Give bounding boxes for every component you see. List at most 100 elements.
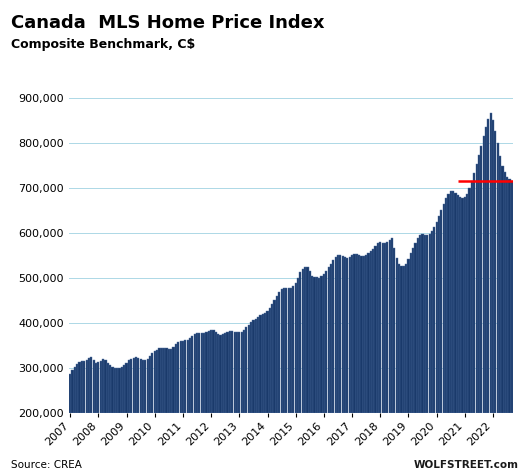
- Bar: [252, 321, 254, 413]
- Bar: [417, 238, 419, 413]
- Bar: [285, 288, 287, 413]
- Bar: [114, 368, 116, 413]
- Bar: [403, 266, 405, 413]
- Bar: [508, 179, 510, 413]
- Bar: [440, 210, 442, 413]
- Bar: [125, 363, 127, 413]
- Bar: [482, 136, 485, 413]
- Bar: [224, 333, 226, 413]
- Bar: [123, 365, 125, 413]
- Bar: [112, 367, 114, 413]
- Bar: [360, 256, 362, 413]
- Bar: [200, 333, 203, 413]
- Bar: [485, 127, 487, 413]
- Text: Source: CREA: Source: CREA: [11, 460, 81, 470]
- Bar: [353, 255, 355, 413]
- Bar: [245, 327, 248, 413]
- Bar: [370, 251, 372, 413]
- Bar: [196, 333, 198, 413]
- Bar: [86, 360, 88, 413]
- Bar: [236, 332, 238, 413]
- Bar: [128, 360, 130, 413]
- Bar: [506, 177, 508, 413]
- Bar: [492, 120, 494, 413]
- Bar: [424, 235, 426, 413]
- Bar: [90, 357, 93, 413]
- Bar: [88, 358, 90, 413]
- Bar: [220, 335, 222, 413]
- Bar: [445, 199, 447, 413]
- Bar: [448, 194, 450, 413]
- Bar: [121, 367, 123, 413]
- Bar: [262, 314, 264, 413]
- Bar: [384, 243, 386, 413]
- Bar: [400, 266, 403, 413]
- Bar: [161, 348, 163, 413]
- Bar: [182, 341, 184, 413]
- Bar: [172, 347, 175, 413]
- Bar: [306, 267, 308, 413]
- Bar: [133, 358, 135, 413]
- Bar: [217, 333, 220, 413]
- Bar: [208, 331, 210, 413]
- Bar: [389, 240, 391, 413]
- Bar: [471, 181, 473, 413]
- Bar: [107, 363, 109, 413]
- Bar: [504, 172, 506, 413]
- Bar: [175, 344, 177, 413]
- Bar: [238, 332, 240, 413]
- Bar: [288, 288, 290, 413]
- Bar: [318, 277, 320, 413]
- Bar: [135, 357, 137, 413]
- Bar: [386, 242, 388, 413]
- Bar: [428, 234, 431, 413]
- Bar: [490, 113, 492, 413]
- Bar: [243, 330, 245, 413]
- Bar: [349, 257, 351, 413]
- Bar: [130, 359, 132, 413]
- Bar: [189, 338, 191, 413]
- Bar: [464, 197, 466, 413]
- Bar: [156, 350, 158, 413]
- Bar: [241, 332, 243, 413]
- Bar: [215, 332, 217, 413]
- Bar: [233, 332, 236, 413]
- Bar: [264, 313, 266, 413]
- Bar: [379, 242, 381, 413]
- Bar: [212, 330, 215, 413]
- Bar: [510, 181, 513, 413]
- Bar: [76, 364, 78, 413]
- Bar: [198, 333, 200, 413]
- Bar: [292, 286, 295, 413]
- Bar: [426, 235, 428, 413]
- Bar: [147, 359, 149, 413]
- Bar: [163, 348, 165, 413]
- Bar: [229, 331, 231, 413]
- Bar: [104, 360, 106, 413]
- Bar: [422, 234, 424, 413]
- Bar: [102, 359, 104, 413]
- Bar: [299, 272, 302, 413]
- Bar: [78, 362, 80, 413]
- Bar: [478, 155, 480, 413]
- Bar: [81, 361, 83, 413]
- Bar: [405, 264, 407, 413]
- Bar: [393, 248, 396, 413]
- Bar: [494, 131, 497, 413]
- Bar: [69, 374, 71, 413]
- Bar: [452, 191, 454, 413]
- Bar: [151, 353, 153, 413]
- Bar: [153, 351, 156, 413]
- Bar: [381, 243, 384, 413]
- Text: Composite Benchmark, C$: Composite Benchmark, C$: [11, 38, 195, 51]
- Bar: [497, 143, 499, 413]
- Bar: [203, 333, 205, 413]
- Bar: [391, 238, 393, 413]
- Bar: [480, 146, 482, 413]
- Bar: [461, 198, 463, 413]
- Bar: [419, 235, 421, 413]
- Bar: [501, 166, 504, 413]
- Bar: [346, 257, 349, 413]
- Bar: [321, 276, 323, 413]
- Bar: [226, 332, 229, 413]
